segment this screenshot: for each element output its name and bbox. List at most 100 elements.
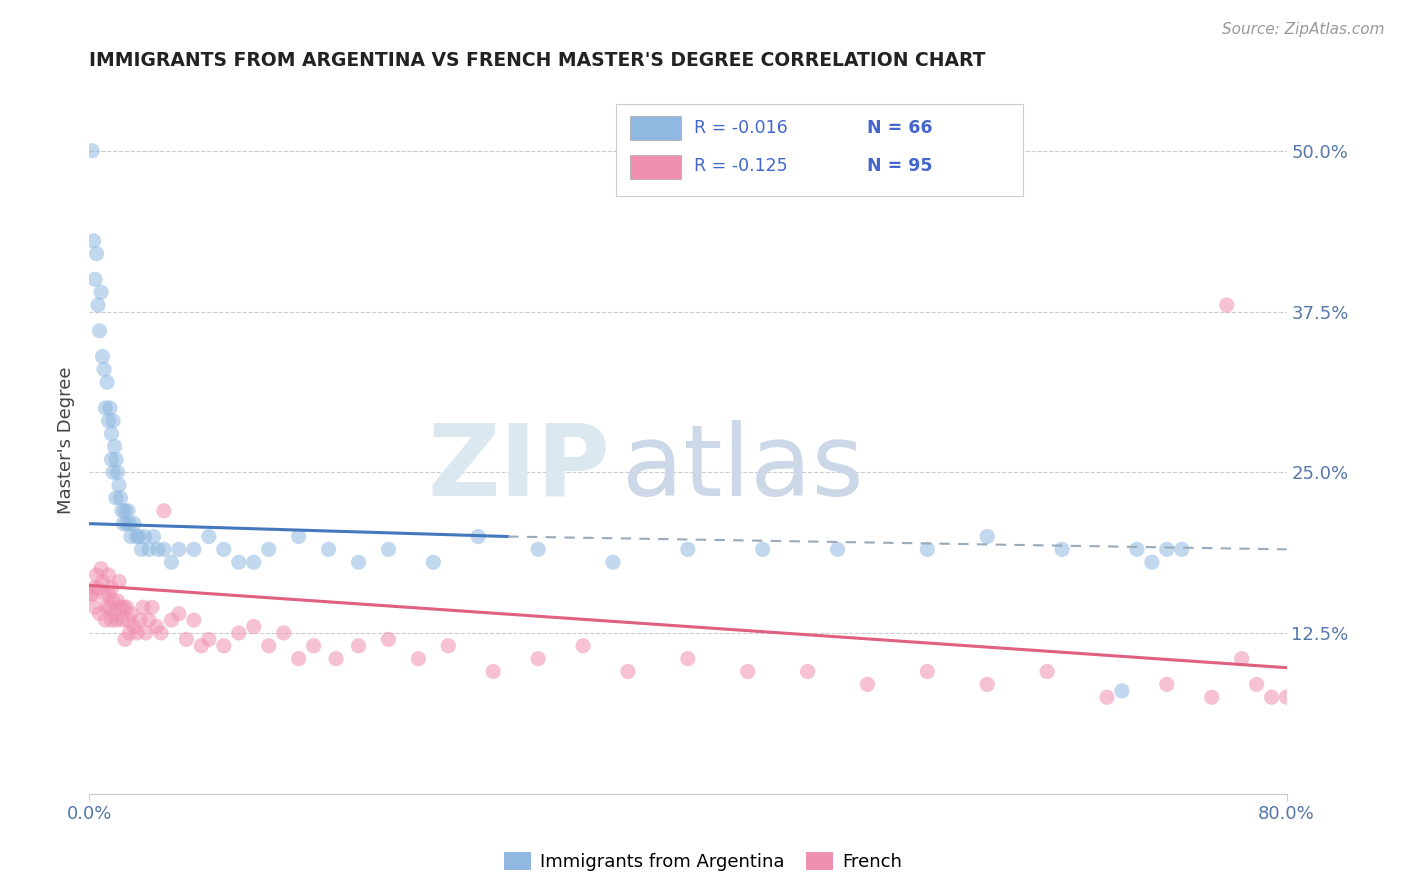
Point bbox=[114, 632, 136, 647]
Point bbox=[1230, 651, 1253, 665]
Point bbox=[377, 632, 399, 647]
Point bbox=[122, 619, 145, 633]
Point bbox=[105, 613, 128, 627]
Point bbox=[96, 600, 118, 615]
Point bbox=[108, 478, 131, 492]
Point bbox=[198, 529, 221, 543]
Point bbox=[190, 639, 212, 653]
Point bbox=[138, 542, 160, 557]
FancyBboxPatch shape bbox=[630, 155, 681, 179]
Point bbox=[572, 639, 595, 653]
Point bbox=[917, 665, 939, 679]
Point bbox=[527, 651, 550, 665]
Point bbox=[118, 516, 141, 531]
Point bbox=[103, 440, 125, 454]
Point bbox=[80, 144, 103, 158]
Point bbox=[89, 607, 111, 621]
Point bbox=[527, 542, 550, 557]
Point bbox=[110, 600, 132, 615]
Point bbox=[149, 626, 172, 640]
Point bbox=[93, 587, 115, 601]
Point bbox=[737, 665, 759, 679]
Point bbox=[87, 298, 110, 312]
Point bbox=[153, 504, 176, 518]
Point bbox=[120, 607, 142, 621]
Text: Source: ZipAtlas.com: Source: ZipAtlas.com bbox=[1222, 22, 1385, 37]
Text: N = 66: N = 66 bbox=[868, 119, 934, 136]
Point bbox=[101, 465, 124, 479]
Point bbox=[347, 555, 370, 569]
Point bbox=[79, 587, 101, 601]
FancyBboxPatch shape bbox=[630, 116, 681, 140]
Point bbox=[97, 414, 120, 428]
Point bbox=[115, 600, 138, 615]
Point bbox=[90, 562, 112, 576]
Point bbox=[1050, 542, 1073, 557]
Point bbox=[976, 677, 998, 691]
Point bbox=[117, 613, 139, 627]
Point bbox=[93, 362, 115, 376]
Point bbox=[347, 639, 370, 653]
Point bbox=[153, 542, 176, 557]
Point bbox=[103, 607, 125, 621]
Point bbox=[100, 426, 122, 441]
Point bbox=[482, 665, 505, 679]
Point bbox=[1201, 690, 1223, 705]
Point bbox=[120, 529, 142, 543]
Point bbox=[212, 542, 235, 557]
Point bbox=[676, 651, 699, 665]
Point bbox=[176, 632, 198, 647]
Point bbox=[160, 555, 183, 569]
Point bbox=[242, 555, 264, 569]
Point bbox=[129, 613, 152, 627]
Point bbox=[97, 568, 120, 582]
Point bbox=[796, 665, 818, 679]
Point bbox=[101, 414, 124, 428]
Point bbox=[1171, 542, 1194, 557]
Text: IMMIGRANTS FROM ARGENTINA VS FRENCH MASTER'S DEGREE CORRELATION CHART: IMMIGRANTS FROM ARGENTINA VS FRENCH MAST… bbox=[89, 51, 986, 70]
Point bbox=[167, 607, 190, 621]
Point bbox=[117, 504, 139, 518]
Text: R = -0.125: R = -0.125 bbox=[693, 157, 787, 176]
Point bbox=[856, 677, 879, 691]
Point bbox=[617, 665, 640, 679]
Point bbox=[1140, 555, 1163, 569]
Point bbox=[132, 600, 155, 615]
Point bbox=[302, 639, 325, 653]
Text: R = -0.016: R = -0.016 bbox=[693, 119, 787, 136]
Point bbox=[273, 626, 295, 640]
Point bbox=[98, 401, 121, 415]
Point bbox=[112, 600, 135, 615]
Point bbox=[1246, 677, 1268, 691]
Point bbox=[212, 639, 235, 653]
Point bbox=[146, 542, 169, 557]
Point bbox=[87, 581, 110, 595]
Point bbox=[83, 581, 105, 595]
Text: atlas: atlas bbox=[621, 420, 863, 516]
Point bbox=[125, 529, 148, 543]
Point bbox=[257, 542, 280, 557]
Point bbox=[98, 600, 121, 615]
Point bbox=[183, 542, 205, 557]
Point bbox=[86, 568, 108, 582]
Legend: Immigrants from Argentina, French: Immigrants from Argentina, French bbox=[496, 846, 910, 879]
Point bbox=[1111, 683, 1133, 698]
Point bbox=[122, 516, 145, 531]
Point bbox=[91, 574, 114, 589]
Point bbox=[107, 465, 129, 479]
Point bbox=[141, 600, 163, 615]
Point bbox=[1095, 690, 1118, 705]
Point bbox=[976, 529, 998, 543]
Point bbox=[228, 555, 250, 569]
Point bbox=[377, 542, 399, 557]
Point bbox=[676, 542, 699, 557]
Point bbox=[287, 529, 309, 543]
Point bbox=[94, 613, 117, 627]
Point bbox=[751, 542, 773, 557]
Point bbox=[257, 639, 280, 653]
Point bbox=[91, 350, 114, 364]
Point bbox=[83, 234, 105, 248]
Point bbox=[1126, 542, 1149, 557]
Point bbox=[917, 542, 939, 557]
Point bbox=[94, 401, 117, 415]
